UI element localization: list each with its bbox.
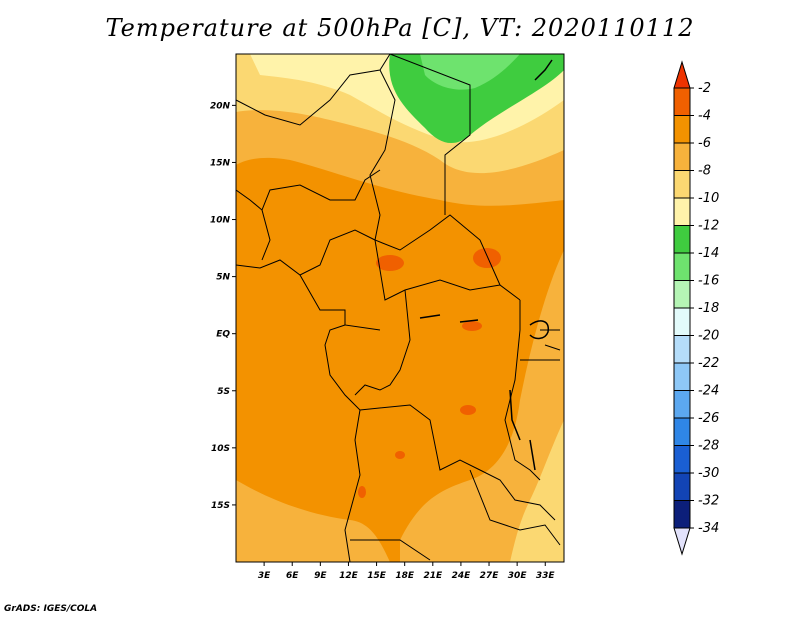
colorbar-band — [673, 142, 691, 171]
colorbar-label: -24 — [698, 384, 719, 399]
colorbar-label: -20 — [698, 329, 719, 344]
colorbar-band — [673, 197, 691, 226]
colorbar-band — [673, 500, 691, 529]
field-band-southwest-light — [236, 480, 390, 562]
field-band-east-light — [400, 250, 564, 562]
colorbar-band — [673, 115, 691, 144]
colorbar-band — [673, 417, 691, 446]
chart-title: Temperature at 500hPa [C], VT: 202011011… — [105, 14, 695, 42]
colorbar-band — [673, 87, 691, 116]
field-warm-spot — [395, 451, 405, 459]
field-warm-spot — [460, 405, 476, 415]
colorbar-band — [673, 170, 691, 199]
x-tick-label: 21E — [423, 571, 443, 581]
colorbar-label: -6 — [698, 136, 711, 151]
field-warm-spot — [462, 321, 482, 331]
colorbar-label: -30 — [698, 466, 719, 481]
colorbar-band — [673, 390, 691, 419]
x-tick-label: 24E — [452, 571, 472, 581]
field-cold-lightgreen — [420, 54, 520, 90]
field-warm-spot — [358, 486, 366, 498]
x-tick-label: 6E — [286, 571, 299, 581]
colorbar-band — [673, 252, 691, 281]
colorbar-top-triangle — [673, 60, 691, 89]
field-warm-spot — [376, 255, 404, 271]
colorbar-label: -22 — [698, 356, 719, 371]
colorbar-label: -18 — [698, 301, 719, 316]
y-tick-label: 20N — [210, 101, 231, 111]
colorbar-label: -16 — [698, 274, 719, 289]
x-tick-label: 18E — [395, 571, 415, 581]
colorbar-band — [673, 445, 691, 474]
y-tick-label: 5N — [216, 273, 230, 283]
y-tick-label: EQ — [216, 330, 230, 340]
colorbar-band — [673, 472, 691, 501]
colorbar-label: -26 — [698, 411, 719, 426]
x-tick-label: 15E — [367, 571, 387, 581]
x-tick-label: 9E — [314, 571, 327, 581]
y-tick-label: 10N — [210, 216, 231, 226]
x-tick-label: 33E — [536, 571, 556, 581]
colorbar-band — [673, 307, 691, 336]
lakes — [419, 59, 553, 471]
colorbar-band — [673, 225, 691, 254]
colorbar-label: -10 — [698, 191, 719, 206]
y-tick-label: 15S — [211, 501, 230, 511]
field-band-southeast-yellow — [510, 420, 564, 562]
colorbar-bottom-triangle — [673, 527, 691, 556]
colorbar: -2 -4 -6 -8 -10 -12 -14 -16 -18 -20 -22 -24 -26 -28 -3… — [673, 60, 719, 556]
map-frame — [235, 53, 565, 563]
x-axis-ticks: 3E 6E 9E 12E 15E 18E 21E 24E 27E 30E 33E — [258, 562, 556, 581]
y-tick-label: 10S — [211, 444, 230, 454]
colorbar-label: -34 — [698, 521, 719, 536]
x-tick-label: 30E — [508, 571, 528, 581]
colorbar-label: -8 — [698, 164, 711, 179]
map-area — [236, 54, 564, 562]
colorbar-label: -28 — [698, 439, 719, 454]
x-tick-label: 27E — [480, 571, 500, 581]
grads-credit: GrADS: IGES/COLA — [4, 604, 98, 614]
colorbar-label: -4 — [698, 109, 711, 124]
country-borders — [236, 54, 561, 562]
colorbar-label: -32 — [698, 494, 719, 509]
colorbar-label: -2 — [698, 81, 711, 96]
x-tick-label: 3E — [258, 571, 271, 581]
y-axis-ticks: 20N 15N 10N 5N EQ 5S 10S 15S — [210, 101, 236, 511]
colorbar-band — [673, 335, 691, 364]
y-tick-label: 5S — [217, 387, 230, 397]
y-tick-label: 15N — [210, 158, 231, 168]
colorbar-label: -14 — [698, 246, 719, 261]
field-warm-spot — [473, 248, 501, 268]
colorbar-band — [673, 362, 691, 391]
x-tick-label: 12E — [339, 571, 359, 581]
colorbar-label: -12 — [698, 219, 719, 234]
colorbar-band — [673, 280, 691, 309]
